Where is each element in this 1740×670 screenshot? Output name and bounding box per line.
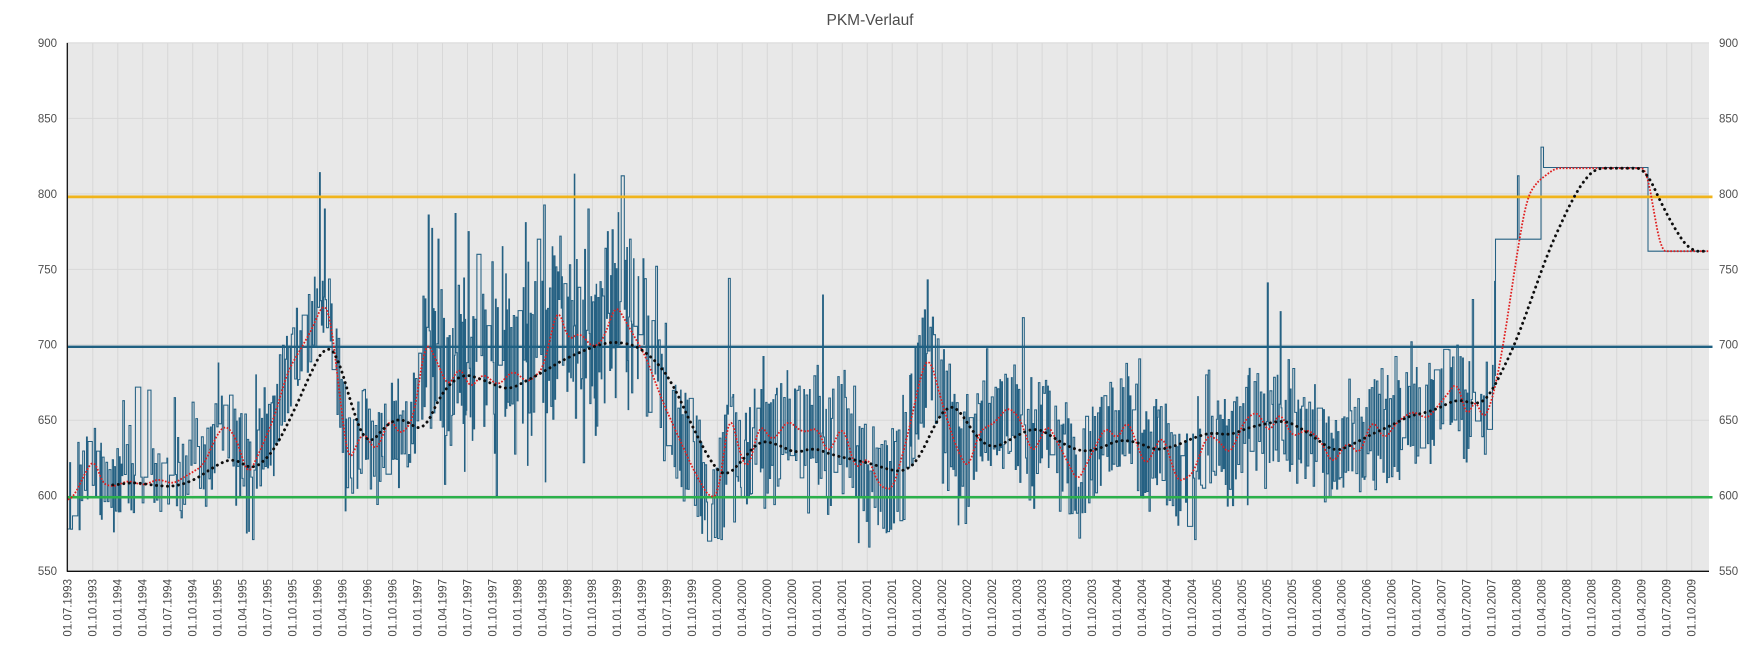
svg-text:800: 800 — [38, 189, 57, 201]
svg-text:600: 600 — [38, 491, 57, 503]
svg-text:01.01.2004: 01.01.2004 — [1112, 578, 1124, 636]
svg-text:01.01.1999: 01.01.1999 — [612, 579, 624, 637]
svg-text:01.04.2006: 01.04.2006 — [1337, 579, 1349, 637]
svg-text:01.01.2002: 01.01.2002 — [912, 579, 924, 637]
svg-text:01.07.1994: 01.07.1994 — [163, 578, 175, 636]
svg-text:01.04.1996: 01.04.1996 — [337, 579, 349, 637]
svg-text:900: 900 — [38, 38, 57, 50]
svg-text:01.01.2000: 01.01.2000 — [712, 579, 724, 637]
svg-text:01.01.2007: 01.01.2007 — [1412, 579, 1424, 637]
svg-text:01.07.2008: 01.07.2008 — [1562, 579, 1574, 637]
svg-text:550: 550 — [38, 566, 57, 578]
svg-text:01.10.2006: 01.10.2006 — [1387, 579, 1399, 637]
svg-text:01.04.1999: 01.04.1999 — [637, 579, 649, 637]
svg-text:850: 850 — [1719, 113, 1738, 125]
svg-text:01.10.2009: 01.10.2009 — [1687, 579, 1699, 637]
svg-text:01.10.2001: 01.10.2001 — [887, 579, 899, 637]
svg-text:01.07.2004: 01.07.2004 — [1162, 578, 1174, 636]
svg-text:01.01.1995: 01.01.1995 — [213, 579, 225, 637]
svg-text:600: 600 — [1719, 491, 1738, 503]
svg-text:01.07.1996: 01.07.1996 — [362, 579, 374, 637]
svg-text:01.04.2004: 01.04.2004 — [1137, 578, 1149, 636]
svg-text:800: 800 — [1719, 189, 1738, 201]
svg-text:01.10.1996: 01.10.1996 — [387, 579, 399, 637]
svg-text:01.10.1997: 01.10.1997 — [487, 579, 499, 637]
svg-text:01.07.2000: 01.07.2000 — [762, 579, 774, 637]
svg-text:01.07.2001: 01.07.2001 — [862, 579, 874, 637]
svg-text:PKM-Verlauf: PKM-Verlauf — [826, 12, 914, 29]
svg-text:01.07.1997: 01.07.1997 — [462, 579, 474, 637]
svg-text:650: 650 — [1719, 415, 1738, 427]
svg-text:01.01.2005: 01.01.2005 — [1212, 579, 1224, 637]
svg-text:750: 750 — [1719, 264, 1738, 276]
svg-text:01.01.2008: 01.01.2008 — [1512, 579, 1524, 637]
svg-text:01.10.2008: 01.10.2008 — [1587, 579, 1599, 637]
svg-text:01.07.1995: 01.07.1995 — [263, 579, 275, 637]
svg-text:01.10.1993: 01.10.1993 — [88, 579, 100, 637]
svg-text:01.04.1995: 01.04.1995 — [238, 579, 250, 637]
svg-text:01.01.2003: 01.01.2003 — [1012, 579, 1024, 637]
svg-text:01.10.2002: 01.10.2002 — [987, 579, 999, 637]
svg-text:01.01.1994: 01.01.1994 — [113, 578, 125, 636]
svg-text:650: 650 — [38, 415, 57, 427]
svg-text:01.10.1994: 01.10.1994 — [188, 578, 200, 636]
svg-text:01.04.1994: 01.04.1994 — [138, 578, 150, 636]
svg-text:01.07.1999: 01.07.1999 — [662, 579, 674, 637]
svg-text:550: 550 — [1719, 566, 1738, 578]
svg-text:01.07.2002: 01.07.2002 — [962, 579, 974, 637]
svg-text:01.04.2001: 01.04.2001 — [837, 579, 849, 637]
svg-text:01.04.2009: 01.04.2009 — [1637, 579, 1649, 637]
svg-text:01.07.2009: 01.07.2009 — [1662, 579, 1674, 637]
svg-text:01.01.2009: 01.01.2009 — [1612, 579, 1624, 637]
svg-text:01.07.2006: 01.07.2006 — [1362, 579, 1374, 637]
svg-text:01.04.2005: 01.04.2005 — [1237, 579, 1249, 637]
svg-text:01.04.2008: 01.04.2008 — [1537, 579, 1549, 637]
svg-text:01.01.1996: 01.01.1996 — [312, 579, 324, 637]
svg-text:01.10.2000: 01.10.2000 — [787, 579, 799, 637]
svg-text:700: 700 — [1719, 340, 1738, 352]
svg-text:01.01.2001: 01.01.2001 — [812, 579, 824, 637]
svg-text:01.10.1999: 01.10.1999 — [687, 579, 699, 637]
svg-text:01.07.2007: 01.07.2007 — [1462, 579, 1474, 637]
svg-text:01.07.2003: 01.07.2003 — [1062, 579, 1074, 637]
svg-text:01.04.2000: 01.04.2000 — [737, 579, 749, 637]
svg-text:01.04.1997: 01.04.1997 — [437, 579, 449, 637]
svg-text:01.01.1997: 01.01.1997 — [412, 579, 424, 637]
svg-text:01.10.1995: 01.10.1995 — [287, 579, 299, 637]
svg-text:01.07.2005: 01.07.2005 — [1262, 579, 1274, 637]
svg-text:900: 900 — [1719, 38, 1738, 50]
svg-text:01.01.2006: 01.01.2006 — [1312, 579, 1324, 637]
svg-text:01.01.1998: 01.01.1998 — [512, 579, 524, 637]
svg-text:01.04.2002: 01.04.2002 — [937, 579, 949, 637]
svg-text:01.10.2003: 01.10.2003 — [1087, 579, 1099, 637]
svg-text:01.07.1993: 01.07.1993 — [63, 579, 75, 637]
svg-text:01.04.2003: 01.04.2003 — [1037, 579, 1049, 637]
svg-text:01.10.2007: 01.10.2007 — [1487, 579, 1499, 637]
svg-text:01.10.2005: 01.10.2005 — [1287, 579, 1299, 637]
svg-text:01.04.2007: 01.04.2007 — [1437, 579, 1449, 637]
svg-text:01.10.2004: 01.10.2004 — [1187, 578, 1199, 636]
svg-text:700: 700 — [38, 340, 57, 352]
svg-text:850: 850 — [38, 113, 57, 125]
svg-text:01.10.1998: 01.10.1998 — [587, 579, 599, 637]
svg-text:01.07.1998: 01.07.1998 — [562, 579, 574, 637]
svg-text:01.04.1998: 01.04.1998 — [537, 579, 549, 637]
svg-text:750: 750 — [38, 264, 57, 276]
